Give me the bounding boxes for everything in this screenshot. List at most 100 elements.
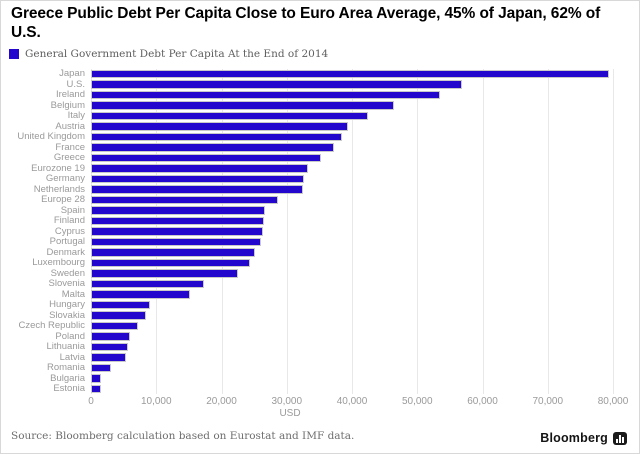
gridline [482, 69, 484, 394]
gridline [352, 69, 353, 394]
debt-bar [91, 384, 101, 394]
bar-track [91, 153, 613, 163]
bar-track [91, 195, 613, 205]
debt-bar [91, 70, 610, 79]
category-label: Netherlands [33, 183, 85, 195]
legend: General Government Debt Per Capita At th… [9, 48, 639, 60]
category-label: Eurozone 19 [31, 162, 85, 174]
gridline [613, 69, 614, 394]
x-axis-tick-label: 40,000 [336, 396, 368, 407]
bar-track [91, 121, 613, 131]
bar-track [91, 174, 613, 184]
bar-row: United Kingdom [1, 132, 639, 142]
bar-row: Denmark [1, 247, 639, 257]
debt-bar [91, 290, 190, 299]
bar-row: Italy [1, 111, 639, 121]
debt-bar [91, 332, 131, 341]
bar-track [91, 237, 613, 247]
bar-track [91, 279, 613, 289]
debt-bar [91, 311, 147, 320]
category-label: Malta [61, 288, 85, 300]
x-axis-tick-label: 30,000 [271, 396, 303, 407]
bar-row: Luxembourg [1, 258, 639, 268]
bar-track [91, 342, 613, 352]
debt-bar [91, 374, 102, 383]
debt-bar [91, 153, 321, 163]
bar-row: Hungary [1, 300, 639, 310]
debt-bar [91, 248, 255, 257]
bar-rows: Japan U.S. Ireland Belgium Italy Austria Unite… [1, 69, 639, 394]
bar-row: Slovakia [1, 310, 639, 320]
category-label: Japan [59, 68, 85, 80]
chart-title: Greece Public Debt Per Capita Close to E… [11, 5, 627, 42]
debt-bar [91, 101, 394, 110]
category-label: Poland [55, 330, 85, 342]
x-axis-tick-label: 60,000 [467, 396, 498, 407]
bar-row: Bulgaria [1, 373, 639, 383]
category-label: Bulgaria [50, 372, 85, 384]
bar-row: Europe 28 [1, 195, 639, 205]
x-axis-tick-label: 50,000 [401, 396, 433, 407]
category-label: Estonia [53, 383, 85, 395]
debt-bar [91, 143, 335, 152]
category-label: Belgium [50, 99, 85, 111]
debt-bar [91, 174, 304, 184]
bar-row: Sweden [1, 268, 639, 278]
debt-bar [91, 111, 368, 121]
category-label: Slovenia [48, 278, 85, 290]
debt-bar [91, 342, 129, 352]
bar-track [91, 247, 613, 257]
bar-row: Slovenia [1, 279, 639, 289]
category-label: Denmark [46, 246, 85, 258]
source-note: Source: Bloomberg calculation based on E… [11, 430, 355, 442]
bar-track [91, 373, 613, 383]
gridline [547, 69, 549, 394]
bar-track [91, 216, 613, 226]
bloomberg-wordmark: Bloomberg [540, 431, 608, 445]
debt-bar [91, 132, 343, 142]
debt-bar [91, 258, 250, 268]
x-axis: 0 10,000 20,000 30,000 40,000 50,000 60,000 70,… [88, 394, 628, 407]
bar-track [91, 384, 613, 394]
bar-track [91, 321, 613, 331]
bar-row: Japan [1, 69, 639, 79]
debt-bar [91, 216, 264, 226]
bar-row: France [1, 142, 639, 152]
debt-bar [91, 237, 261, 247]
debt-bar [91, 195, 279, 205]
debt-bar [91, 279, 204, 289]
x-axis-tick-label: 70,000 [532, 396, 564, 407]
category-label: Austria [55, 120, 85, 132]
bar-track [91, 100, 613, 110]
category-label: United Kingdom [17, 131, 85, 143]
debt-bar [91, 164, 309, 173]
bloomberg-logo: Bloomberg [540, 431, 627, 445]
bar-track [91, 363, 613, 373]
bar-row: Eurozone 19 [1, 163, 639, 173]
bar-track [91, 79, 613, 89]
bar-track [91, 90, 613, 100]
bar-row: Spain [1, 205, 639, 215]
category-label: Slovakia [49, 309, 85, 321]
bar-row: Belgium [1, 100, 639, 110]
bar-row: Poland [1, 331, 639, 341]
bar-chart: Japan U.S. Ireland Belgium Italy Austria Unite… [1, 69, 639, 421]
bar-row: Finland [1, 216, 639, 226]
bar-track [91, 184, 613, 194]
category-label: Lithuania [46, 341, 85, 353]
bar-row: U.S. [1, 79, 639, 89]
category-label: Europe 28 [41, 194, 85, 206]
debt-bar [91, 80, 462, 89]
x-axis-unit-row: USD [91, 407, 613, 421]
bar-track [91, 268, 613, 278]
bar-row: Latvia [1, 352, 639, 362]
debt-bar [91, 122, 349, 131]
debt-bar [91, 90, 441, 100]
bar-track [91, 310, 613, 320]
debt-bar [91, 321, 138, 331]
category-label: Germany [45, 173, 85, 185]
bar-track [91, 111, 613, 121]
x-axis-tick-label: 10,000 [140, 396, 172, 407]
debt-bar [91, 300, 151, 310]
category-label: Portugal [49, 236, 85, 248]
